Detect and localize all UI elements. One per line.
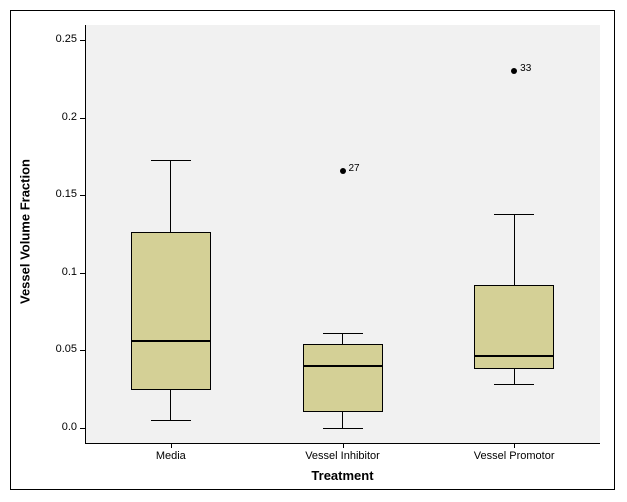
x-tick: [343, 443, 344, 448]
x-axis-title: Treatment: [85, 468, 600, 483]
y-tick: [80, 350, 85, 351]
y-tick-label: 0.05: [37, 343, 77, 355]
y-tick-label: 0.15: [37, 188, 77, 200]
y-tick-label: 0.25: [37, 33, 77, 45]
y-tick-label: 0.0: [37, 421, 77, 433]
x-tick-label: Vessel Promotor: [444, 450, 584, 462]
whisker-cap-upper: [323, 333, 363, 334]
y-tick-label: 0.1: [37, 266, 77, 278]
whisker-upper: [342, 333, 343, 344]
x-tick-label: Media: [101, 450, 241, 462]
whisker-cap-lower: [323, 428, 363, 429]
y-tick: [80, 40, 85, 41]
whisker-upper: [514, 214, 515, 285]
y-tick-label: 0.2: [37, 111, 77, 123]
median-line: [303, 365, 383, 367]
boxplot-chart: 0.0 0.05 0.1 0.15 0.2 0.25 Vessel Volume Fract…: [0, 0, 627, 502]
x-tick: [171, 443, 172, 448]
y-tick: [80, 118, 85, 119]
box: [131, 232, 211, 390]
y-axis-line: [85, 25, 86, 443]
box: [303, 344, 383, 412]
y-tick: [80, 195, 85, 196]
median-line: [474, 355, 554, 357]
whisker-cap-upper: [151, 160, 191, 161]
outlier-label: 33: [520, 63, 531, 74]
x-tick: [514, 443, 515, 448]
median-line: [131, 340, 211, 342]
outlier-dot: [340, 168, 346, 174]
whisker-cap-upper: [494, 214, 534, 215]
whisker-lower: [342, 412, 343, 427]
y-axis-title: Vessel Volume Fraction: [18, 142, 33, 322]
x-tick-label: Vessel Inhibitor: [273, 450, 413, 462]
whisker-cap-lower: [151, 420, 191, 421]
y-tick: [80, 273, 85, 274]
whisker-cap-lower: [494, 384, 534, 385]
whisker-lower: [170, 390, 171, 419]
outlier-label: 27: [349, 163, 360, 174]
y-tick: [80, 428, 85, 429]
whisker-upper: [170, 160, 171, 233]
whisker-lower: [514, 369, 515, 384]
